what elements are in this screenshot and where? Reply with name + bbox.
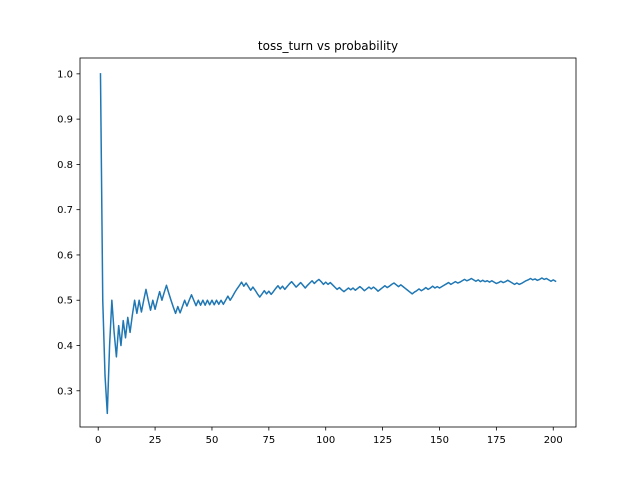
chart-title: toss_turn vs probability: [258, 39, 398, 53]
series-line-0: [99, 73, 557, 415]
x-tick-label: 175: [487, 435, 506, 446]
y-tick-label: 0.6: [57, 250, 73, 261]
y-tick-label: 1.0: [57, 69, 73, 80]
axes-frame: [79, 57, 577, 428]
y-tick-label: 0.9: [57, 115, 73, 126]
y-tick-label: 0.5: [57, 296, 73, 307]
x-axis: 0 25 50 75 100 125 150 175 200: [95, 427, 563, 446]
y-tick-label: 0.4: [57, 341, 73, 352]
y-axis: 0.3 0.4 0.5 0.6 0.7 0.8 0.9 1.0: [57, 69, 80, 397]
x-tick-label: 150: [430, 435, 449, 446]
x-tick-label: 75: [262, 435, 275, 446]
x-tick-label: 25: [149, 435, 162, 446]
y-tick-label: 0.8: [57, 160, 73, 171]
x-tick-label: 0: [95, 435, 101, 446]
y-tick-label: 0.3: [57, 386, 73, 397]
x-tick-label: 200: [544, 435, 563, 446]
plot-area: [99, 73, 557, 415]
x-tick-label: 50: [206, 435, 219, 446]
y-tick-label: 0.7: [57, 205, 73, 216]
x-tick-label: 125: [373, 435, 392, 446]
x-tick-label: 100: [316, 435, 335, 446]
